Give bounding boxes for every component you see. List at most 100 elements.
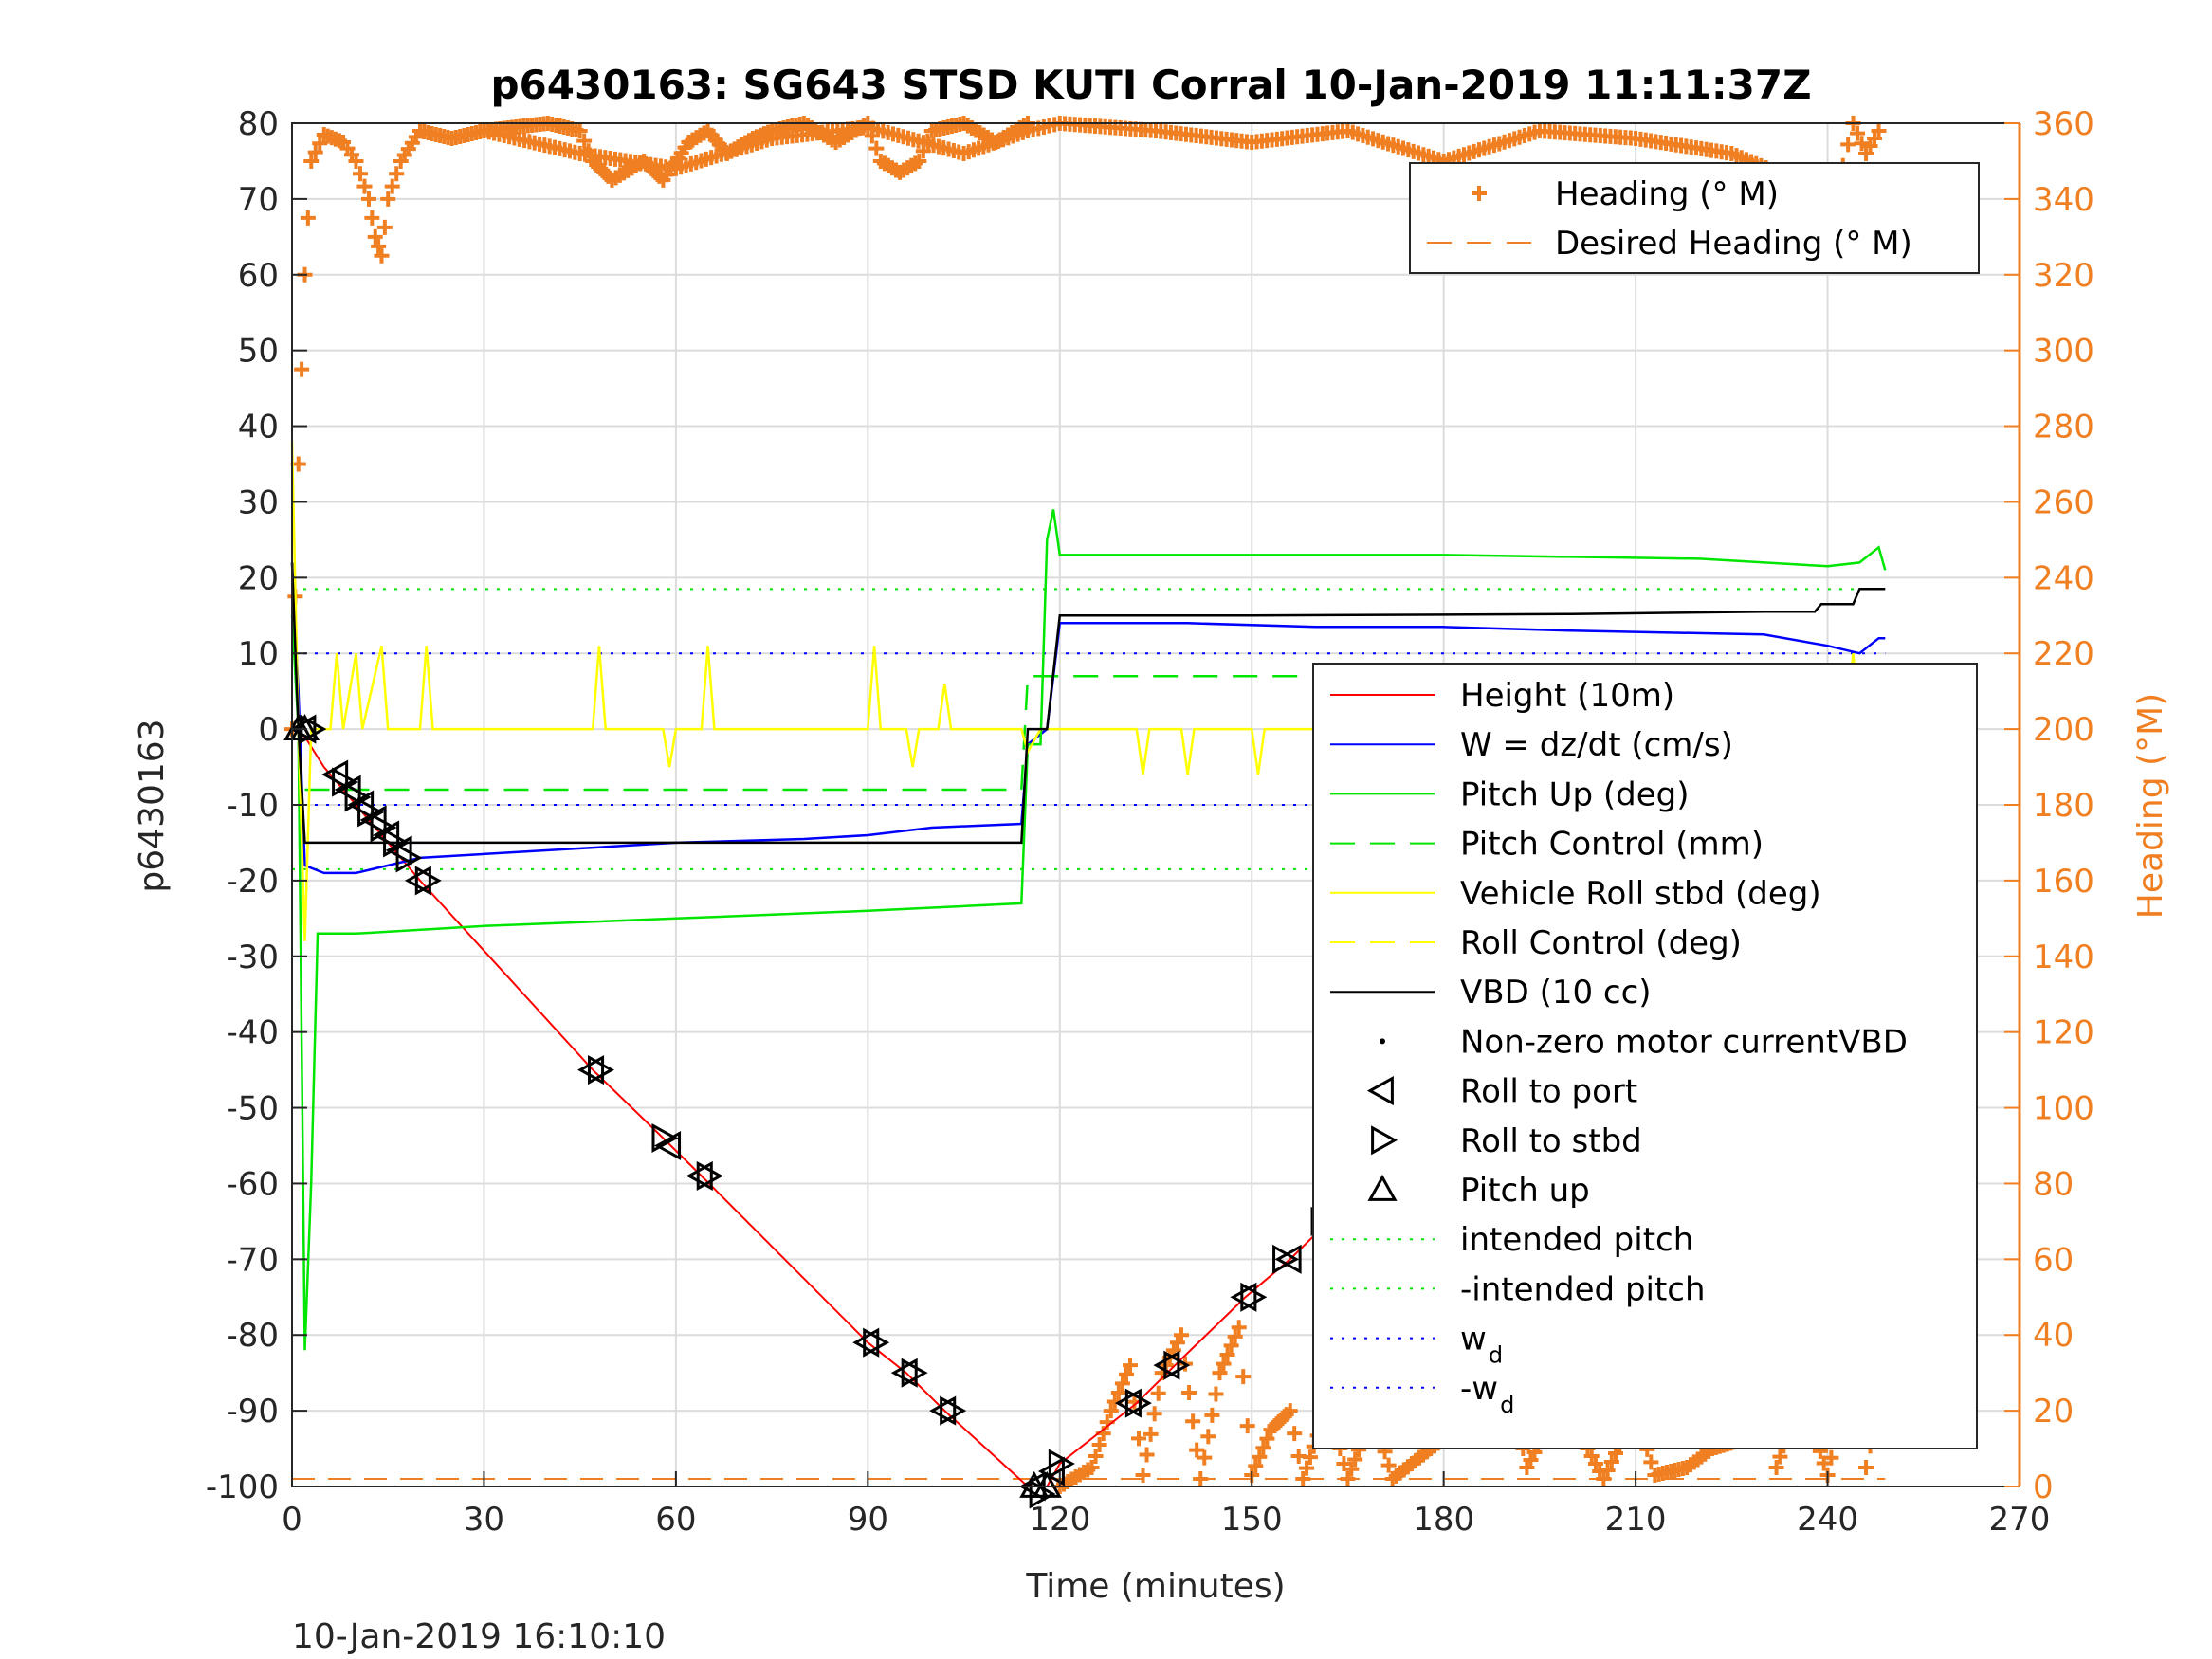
roll-to-port-marker <box>289 714 317 744</box>
legend-entry-label: Vehicle Roll stbd (deg) <box>1460 875 1821 913</box>
heading-point <box>911 153 927 169</box>
roll-to-port-marker <box>347 790 375 820</box>
roll-to-stbd-marker <box>588 1055 614 1085</box>
legend-entry-label: w <box>1460 1321 1487 1358</box>
heading-point <box>1600 1463 1616 1479</box>
y-tick-label: 80 <box>238 105 279 143</box>
y2-tick-label: 20 <box>2033 1393 2074 1431</box>
reference-lines-layer <box>292 588 1886 870</box>
roll-to-port-marker <box>404 866 431 896</box>
heading-point <box>1299 1460 1315 1476</box>
heading-point <box>1135 1468 1151 1484</box>
roll-to-stbd-marker <box>696 1160 723 1192</box>
heading-point <box>352 166 368 182</box>
heading-point <box>307 144 323 160</box>
x-tick-label: 60 <box>655 1501 696 1539</box>
heading-point <box>1212 1365 1228 1381</box>
x-tick-label: 210 <box>1605 1501 1667 1539</box>
legend-sample-plus <box>1472 186 1487 201</box>
heading-point <box>1193 1471 1209 1487</box>
roll-to-port-marker <box>890 1358 918 1388</box>
legend-entry-subscript: d <box>1489 1342 1503 1369</box>
roll-to-port-marker <box>334 775 361 805</box>
heading-point <box>1084 1460 1100 1476</box>
legend-sample-dot <box>1380 1038 1385 1045</box>
heading-point <box>1871 122 1887 138</box>
heading-point <box>348 153 364 169</box>
roll-to-stbd-marker <box>940 1395 967 1426</box>
heading-point <box>1347 1451 1363 1468</box>
heading-point <box>1235 1369 1252 1385</box>
legend-sample-tri-right <box>1371 1125 1398 1156</box>
heading-point <box>312 136 328 152</box>
x-tick-label: 270 <box>1989 1501 2051 1539</box>
y-tick-label: -50 <box>226 1090 279 1128</box>
heading-point <box>1197 1449 1213 1466</box>
heading-point <box>356 178 373 194</box>
roll-to-port-marker <box>373 820 400 850</box>
roll-to-stbd-marker <box>357 797 385 828</box>
y-tick-label: -40 <box>226 1014 279 1052</box>
y-tick-label: 50 <box>238 333 279 371</box>
y2-tick-label: 280 <box>2033 409 2094 447</box>
series-line <box>290 509 1887 1351</box>
roll-to-stbd-marker <box>395 843 423 873</box>
legend-entry-label: VBD (10 cc) <box>1460 974 1652 1012</box>
heading-legend: Heading (° M) Desired Heading (° M) <box>1409 162 1980 274</box>
heading-point <box>1200 1429 1216 1445</box>
heading-point <box>1110 1384 1126 1400</box>
chart-title: p6430163: SG643 STSD KUTI Corral 10-Jan-… <box>490 62 1811 108</box>
legend-sample-tri-left <box>1366 1076 1394 1106</box>
y2-tick-label: 180 <box>2033 787 2094 825</box>
heading-point <box>367 228 383 245</box>
roll-to-port-marker <box>321 759 349 790</box>
heading-point <box>1204 1407 1220 1423</box>
heading-point <box>1139 1447 1155 1463</box>
legend-entry-label: Heading (° M) <box>1555 175 1779 213</box>
heading-point <box>1248 1458 1264 1474</box>
heading-point <box>576 133 593 149</box>
roll-to-port-marker <box>852 1327 880 1358</box>
roll-to-stbd-marker <box>383 828 411 858</box>
heading-point <box>364 210 380 226</box>
y2-tick-label: 240 <box>2033 559 2094 597</box>
heading-point <box>1854 136 1870 152</box>
y2-tick-label: 120 <box>2033 1014 2094 1052</box>
heading-point <box>1143 1426 1159 1442</box>
legend-entry-label: Non-zero motor currentVBD <box>1460 1023 1908 1061</box>
heading-point <box>1185 1413 1201 1430</box>
heading-point <box>1150 1385 1166 1401</box>
roll-to-stbd-marker <box>332 767 359 797</box>
heading-point <box>1772 1449 1788 1465</box>
heading-point <box>1850 125 1866 141</box>
heading-point <box>1088 1449 1104 1465</box>
heading-point <box>1208 1386 1224 1402</box>
y-axis-label: p6430163 <box>133 719 172 892</box>
roll-to-port-marker <box>1230 1282 1257 1312</box>
y-tick-label: -10 <box>226 787 279 825</box>
roll-to-stbd-marker <box>414 866 442 896</box>
roll-to-port-marker <box>929 1395 957 1426</box>
legend-entry-label: Desired Heading (° M) <box>1555 225 1912 263</box>
heading-point <box>1344 1461 1360 1477</box>
legend-entry-label: -w <box>1460 1370 1498 1408</box>
y-axis-ticks: 80 70 60 50 40 30 20 10 0 -10 -20 -30 -40 -50 -60 -70 -8… <box>206 105 307 1506</box>
heading-point <box>1287 1426 1303 1442</box>
heading-point <box>1118 1366 1134 1382</box>
heading-point <box>300 210 316 226</box>
heading-point <box>1295 1471 1311 1487</box>
y-tick-label: -30 <box>226 939 279 976</box>
heading-point <box>1173 1327 1189 1343</box>
y2-tick-label: 40 <box>2033 1317 2074 1355</box>
heading-point <box>1181 1384 1197 1400</box>
roll-to-port-marker <box>1114 1388 1142 1418</box>
y2-tick-label: 100 <box>2033 1090 2094 1128</box>
roll-to-port-marker <box>686 1160 713 1192</box>
heading-point <box>1103 1403 1119 1419</box>
heading-point <box>376 219 393 235</box>
x-tick-label: 150 <box>1221 1501 1283 1539</box>
y-tick-label: -20 <box>226 863 279 901</box>
y-tick-label: -80 <box>226 1317 279 1355</box>
legend-entry-label: -intended pitch <box>1460 1270 1706 1308</box>
heading-point <box>1219 1346 1235 1362</box>
